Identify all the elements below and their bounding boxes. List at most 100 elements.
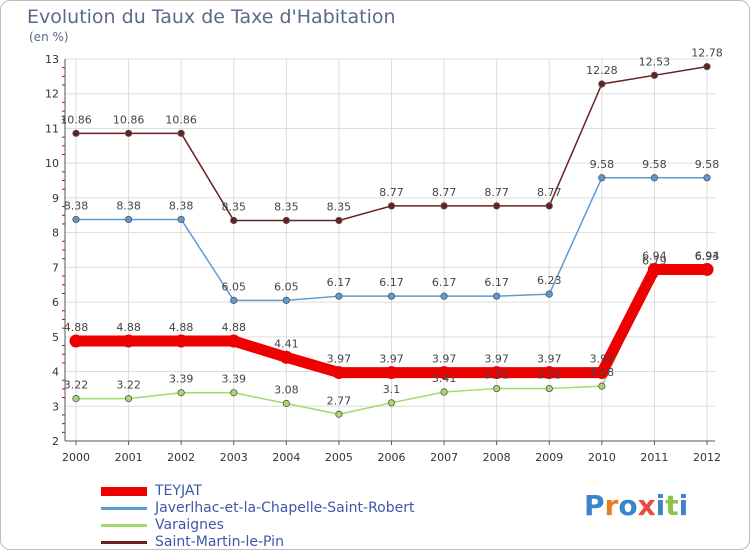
logo-letter: t <box>665 489 679 522</box>
data-point <box>177 215 185 224</box>
data-label: 3.08 <box>274 383 299 396</box>
y-tick-label: 5 <box>52 331 59 344</box>
data-label: 3.41 <box>432 372 457 385</box>
x-tick-label: 2008 <box>483 451 511 464</box>
data-point <box>335 292 343 300</box>
data-point <box>545 290 553 298</box>
data-point <box>440 292 448 300</box>
data-label: 12.78 <box>691 47 723 60</box>
data-point <box>177 389 185 397</box>
x-tick-label: 2001 <box>115 451 143 464</box>
data-label: 6.17 <box>484 276 509 289</box>
data-point <box>282 399 290 408</box>
y-tick-label: 10 <box>45 157 59 170</box>
x-tick-label: 2002 <box>167 451 195 464</box>
data-label: 4.88 <box>64 321 89 334</box>
legend-swatch <box>101 524 147 527</box>
data-label: 12.53 <box>639 55 671 68</box>
data-point <box>598 80 606 88</box>
data-point <box>650 71 659 79</box>
data-point <box>493 202 501 210</box>
data-label: 9.58 <box>695 158 720 171</box>
data-label: 6.05 <box>222 280 247 293</box>
y-tick-label: 9 <box>52 192 59 205</box>
data-point <box>227 334 241 348</box>
data-label: 10.86 <box>165 113 197 126</box>
data-label: 8.77 <box>379 186 404 199</box>
data-point <box>335 410 343 418</box>
data-label: 6.17 <box>379 276 404 289</box>
data-label: 6.94 <box>695 249 720 262</box>
data-point <box>282 216 290 225</box>
logo-letter: x <box>637 489 656 522</box>
data-point <box>545 384 553 393</box>
data-label: 6.17 <box>432 276 457 289</box>
legend-swatch <box>101 507 147 510</box>
data-point <box>72 395 80 403</box>
data-label: 4.88 <box>222 321 247 334</box>
data-label: 9.58 <box>642 158 667 171</box>
data-point <box>230 216 238 225</box>
data-label: 6.17 <box>327 276 352 289</box>
x-tick-label: 2004 <box>272 451 300 464</box>
data-label: 3.51 <box>537 369 562 382</box>
data-point <box>335 216 343 225</box>
data-point <box>332 366 346 380</box>
data-label: 6.05 <box>274 280 299 293</box>
data-point <box>122 334 136 348</box>
chart-title: Evolution du Taux de Taxe d'Habitation <box>27 6 396 28</box>
data-point <box>437 366 451 380</box>
data-point <box>542 366 556 380</box>
y-tick-label: 12 <box>45 88 59 101</box>
data-point <box>490 366 504 380</box>
data-label: 4.88 <box>116 321 141 334</box>
data-label: 8.35 <box>222 200 247 213</box>
data-label: 8.77 <box>484 186 509 199</box>
x-tick-label: 2009 <box>535 451 563 464</box>
y-tick-label: 11 <box>45 122 59 135</box>
chart-unit: (en %) <box>29 30 69 44</box>
legend-swatch <box>101 541 147 544</box>
data-point <box>387 202 396 210</box>
data-point <box>387 292 396 300</box>
data-label: 3.1 <box>383 383 401 396</box>
data-point <box>72 129 80 137</box>
logo-letter: i <box>655 489 666 522</box>
data-point <box>385 366 398 380</box>
data-label: 3.22 <box>116 379 141 392</box>
data-point <box>650 174 659 182</box>
data-label: 3.97 <box>432 353 457 366</box>
data-point <box>703 63 711 71</box>
data-point <box>174 334 188 348</box>
data-point <box>69 334 83 348</box>
y-tick-label: 4 <box>52 366 59 379</box>
data-label: 10.86 <box>60 113 92 126</box>
x-tick-label: 2006 <box>378 451 406 464</box>
legend-label: Varaignes <box>155 517 224 533</box>
data-label: 3.39 <box>222 373 247 386</box>
data-label: 2.77 <box>327 394 352 407</box>
y-tick-label: 13 <box>45 53 59 66</box>
logo-letter: P <box>584 489 605 522</box>
data-label: 9.58 <box>590 158 615 171</box>
x-tick-label: 2000 <box>62 451 90 464</box>
data-label: 3.97 <box>327 353 352 366</box>
x-tick-label: 2010 <box>588 451 616 464</box>
y-tick-label: 2 <box>52 435 59 448</box>
data-label: 3.97 <box>537 353 562 366</box>
data-point <box>282 296 290 304</box>
legend-label: Saint-Martin-le-Pin <box>155 534 284 550</box>
logo-letter: r <box>604 489 619 522</box>
data-label: 3.97 <box>484 353 509 366</box>
data-point <box>647 262 661 276</box>
data-label: 6.79 <box>642 255 667 268</box>
data-point <box>124 215 133 224</box>
data-label: 8.35 <box>274 200 299 213</box>
legend-label: Javerlhac-et-la-Chapelle-Saint-Robert <box>155 500 415 516</box>
data-point <box>700 262 714 276</box>
data-label: 8.38 <box>64 199 89 212</box>
data-point <box>279 350 293 364</box>
data-point <box>598 174 606 182</box>
